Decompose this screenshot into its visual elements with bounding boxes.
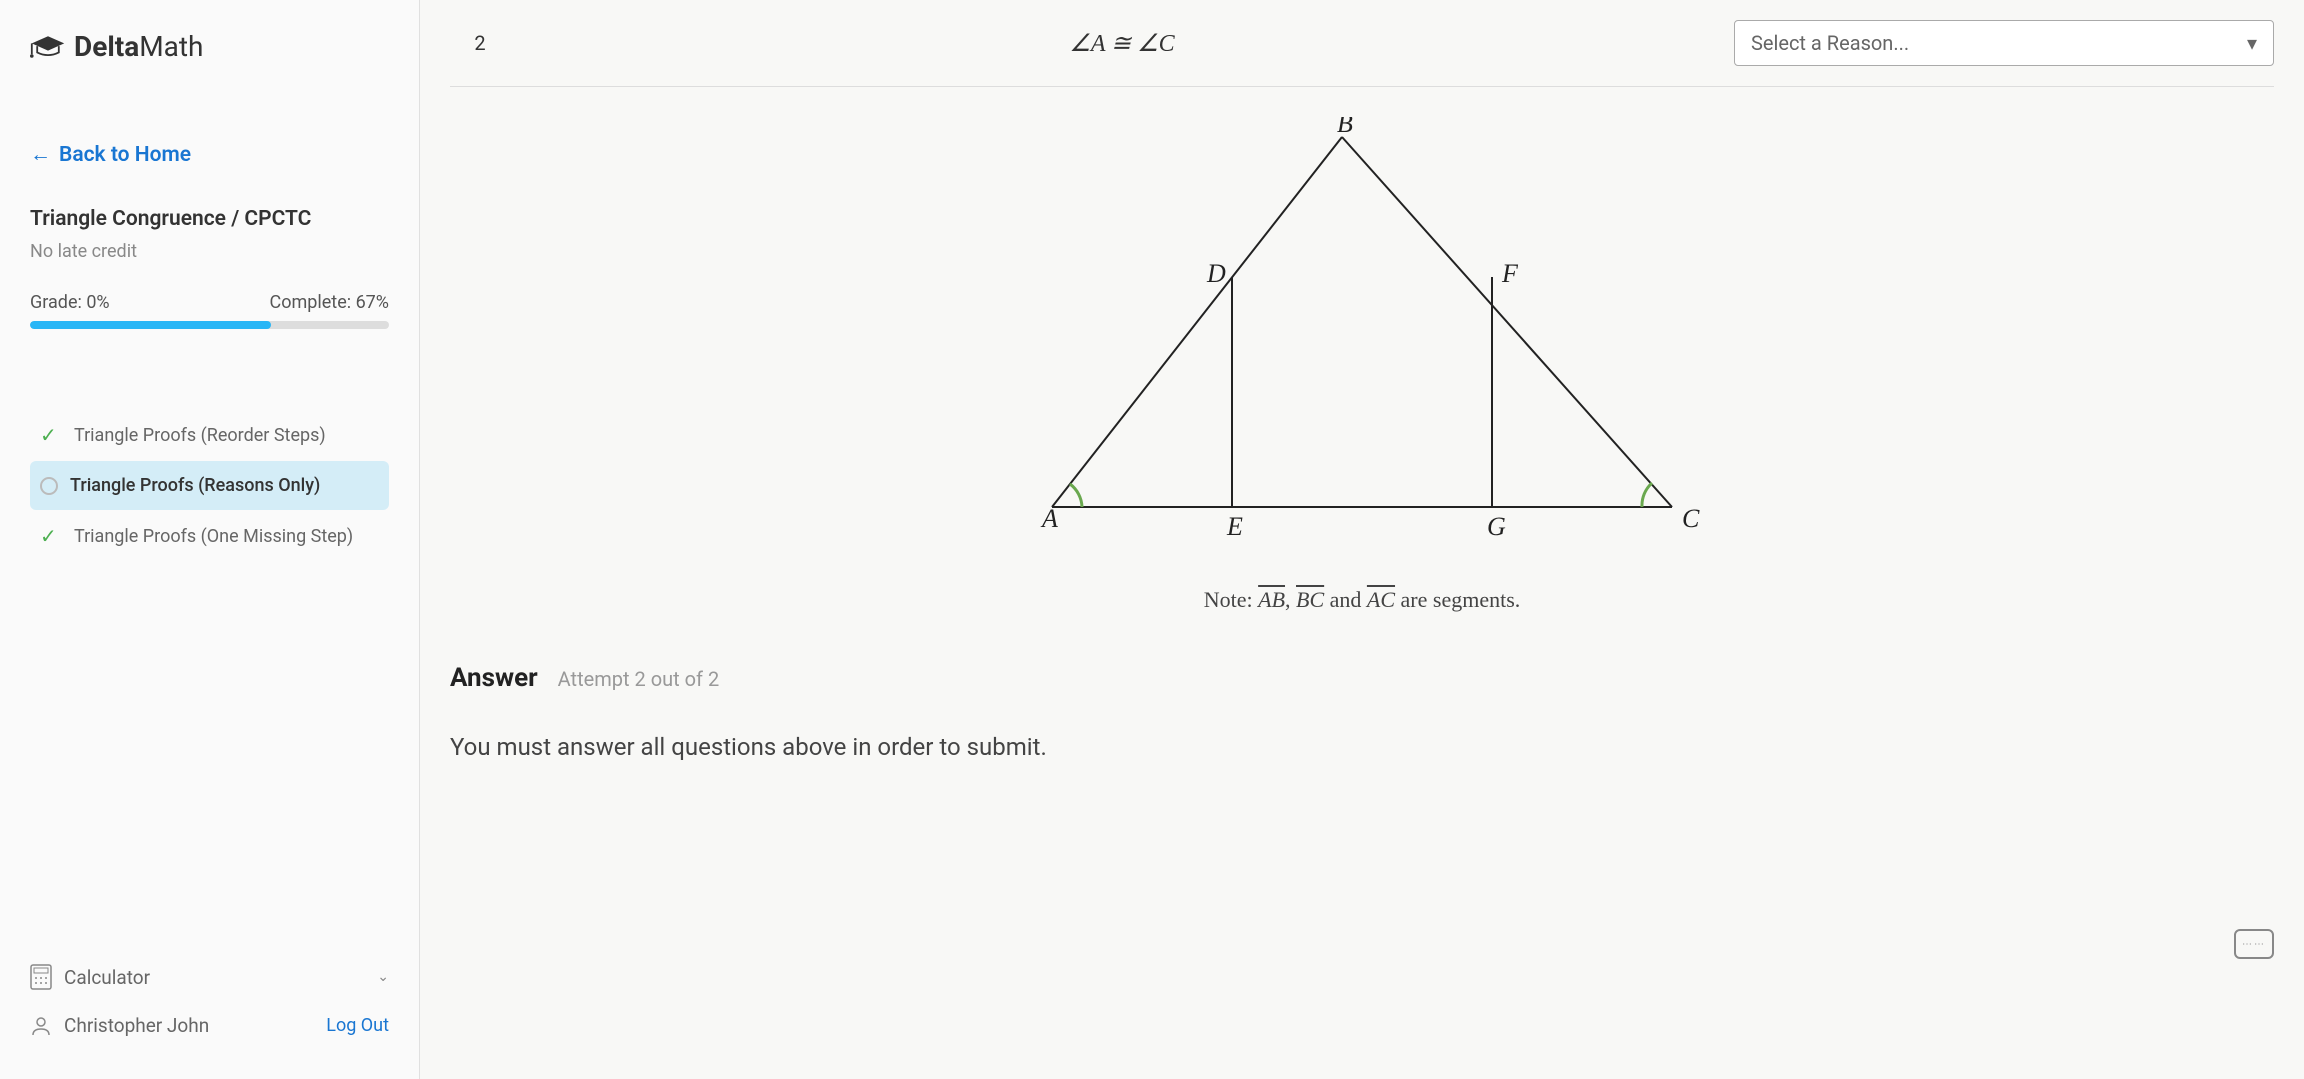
answer-label: Answer — [450, 663, 538, 693]
task-item-one-missing-step[interactable]: ✓ Triangle Proofs (One Missing Step) — [30, 510, 389, 562]
check-icon: ✓ — [40, 423, 62, 447]
assignment-title: Triangle Congruence / CPCTC — [30, 207, 389, 231]
sidebar: DeltaMath ← Back to Home Triangle Congru… — [0, 0, 420, 1079]
calculator-icon — [30, 964, 52, 990]
back-to-home-link[interactable]: ← Back to Home — [30, 143, 389, 167]
arrow-left-icon: ← — [30, 143, 51, 167]
task-label: Triangle Proofs (Reorder Steps) — [74, 425, 326, 446]
chevron-down-icon: ▾ — [2247, 31, 2257, 55]
late-credit-text: No late credit — [30, 241, 389, 262]
label-F: F — [1501, 259, 1519, 288]
seg-ac: AC — [1367, 587, 1395, 612]
progress-fill — [30, 321, 271, 329]
task-label: Triangle Proofs (Reasons Only) — [70, 475, 320, 496]
keyboard-icon[interactable]: ⋯⋯ — [2234, 929, 2274, 959]
triangle-diagram: A B C D E F G — [1002, 117, 1722, 547]
label-C: C — [1682, 504, 1700, 533]
seg-bc: BC — [1296, 587, 1324, 612]
task-label: Triangle Proofs (One Missing Step) — [74, 526, 353, 547]
submit-note: You must answer all questions above in o… — [450, 713, 2274, 761]
proof-statement: ∠A ≅ ∠C — [510, 29, 1734, 58]
label-D: D — [1206, 259, 1226, 288]
grade-label: Grade: 0% — [30, 292, 110, 313]
attempt-text: Attempt 2 out of 2 — [558, 667, 720, 691]
graduation-cap-icon — [30, 33, 66, 61]
brand-logo[interactable]: DeltaMath — [30, 30, 389, 63]
user-row: Christopher John Log Out — [30, 1002, 389, 1049]
chevron-down-icon: ⌄ — [377, 969, 389, 985]
label-G: G — [1487, 512, 1506, 541]
username: Christopher John — [64, 1014, 209, 1037]
check-icon: ✓ — [40, 524, 62, 548]
back-label: Back to Home — [59, 143, 191, 167]
calculator-label: Calculator — [64, 966, 150, 989]
reason-dropdown[interactable]: Select a Reason... ▾ — [1734, 20, 2274, 66]
circle-icon — [40, 477, 58, 495]
label-E: E — [1226, 512, 1243, 541]
diagram-note: Note: AB, BC and AC are segments. — [1204, 587, 1521, 613]
task-item-reorder-steps[interactable]: ✓ Triangle Proofs (Reorder Steps) — [30, 409, 389, 461]
seg-ab: AB — [1258, 587, 1285, 612]
label-A: A — [1040, 504, 1058, 533]
task-item-reasons-only[interactable]: Triangle Proofs (Reasons Only) — [30, 461, 389, 510]
user-icon — [30, 1015, 52, 1037]
progress-bar — [30, 321, 389, 329]
proof-step-row: 2 ∠A ≅ ∠C Select a Reason... ▾ — [450, 0, 2274, 87]
complete-label: Complete: 67% — [270, 292, 389, 313]
diagram-area: A B C D E F G Note: AB, BC and AC are se… — [450, 87, 2274, 643]
answer-row: Answer Attempt 2 out of 2 — [450, 643, 2274, 713]
logout-link[interactable]: Log Out — [326, 1015, 389, 1036]
brand-text: DeltaMath — [74, 30, 203, 63]
label-B: B — [1337, 117, 1353, 138]
sidebar-footer: Calculator ⌄ Christopher John Log Out — [30, 922, 389, 1049]
step-number: 2 — [450, 31, 510, 55]
note-prefix: Note: — [1204, 587, 1258, 612]
reason-placeholder: Select a Reason... — [1751, 31, 1909, 55]
calculator-toggle[interactable]: Calculator ⌄ — [30, 952, 389, 1002]
grade-row: Grade: 0% Complete: 67% — [30, 292, 389, 313]
main-content: 2 ∠A ≅ ∠C Select a Reason... ▾ A B C D E — [420, 0, 2304, 1079]
